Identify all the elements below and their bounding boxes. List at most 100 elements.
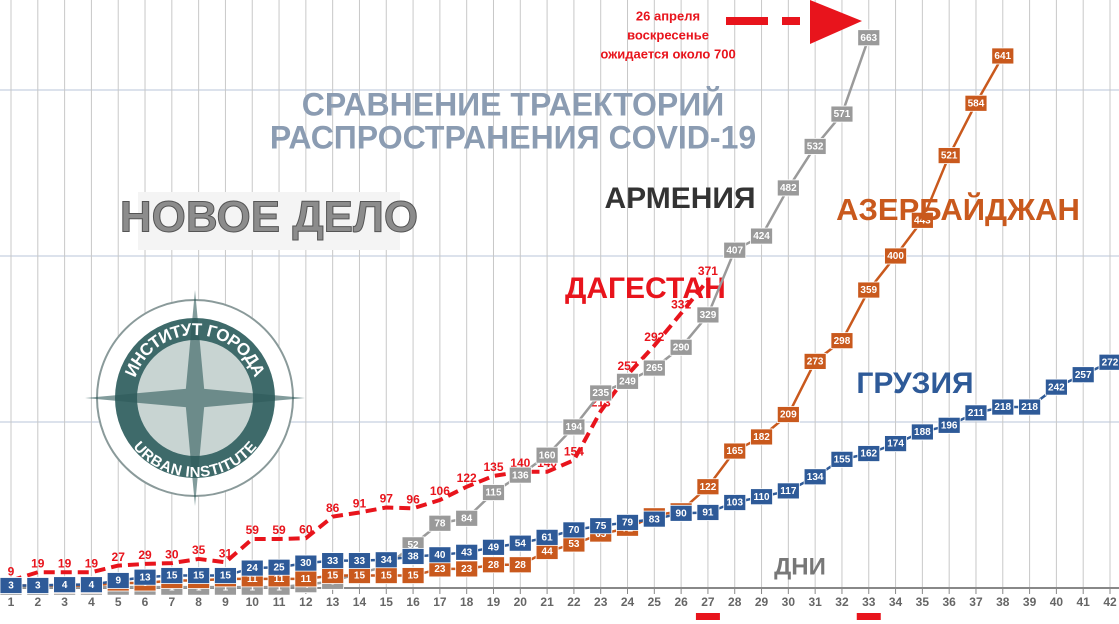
data-label: 40 [434,550,446,561]
data-label: 44 [542,547,554,558]
point-box [642,359,666,377]
x-tick-label: 24 [621,595,635,609]
point-box [53,576,77,594]
data-label: 235 [592,388,609,399]
point-box [750,488,773,506]
point-box [857,29,881,47]
data-label: 60 [299,522,313,536]
point-box [508,466,532,484]
data-label: 265 [646,363,663,374]
point-box [616,372,639,390]
data-label: 272 [1102,357,1119,368]
data-label: 209 [780,410,797,421]
annotation-line: воскресенье [627,27,709,42]
point-box [187,567,211,584]
data-label: 25 [273,562,285,573]
x-tick-label: 4 [88,595,95,609]
logo-bg [138,192,400,250]
data-label: 33 [354,556,366,567]
data-label: 61 [542,533,554,544]
point-box [133,568,157,586]
point-box [830,332,854,350]
data-label: 331 [671,297,691,311]
point-box [803,353,827,370]
data-label: 91 [353,497,367,511]
point-box [428,546,452,564]
x-tick-label: 12 [299,595,313,609]
data-label: 257 [617,359,637,373]
data-label: 27 [112,550,126,564]
x-tick-label: 37 [969,595,983,609]
data-label: 33 [327,556,339,567]
x-tick-label: 10 [246,595,260,609]
series-line [10,278,710,583]
point-box [26,577,50,594]
data-label: 9 [8,565,15,579]
data-label: 160 [539,450,556,461]
data-label: 155 [834,454,851,465]
data-label: 11 [247,574,258,585]
data-label: 35 [192,543,206,557]
point-box [401,548,425,565]
data-label: 249 [619,376,636,387]
data-label: 23 [461,564,473,575]
point-box [669,504,693,522]
x-tick-label: 28 [728,595,742,609]
data-label: 4 [62,580,68,591]
point-box [776,482,800,500]
data-label: 122 [700,482,717,493]
x-tick-label: 39 [1023,595,1037,609]
x-tick-label: 25 [648,595,662,609]
data-label: 218 [994,402,1011,413]
data-label: 11 [301,574,312,585]
point-box [776,179,800,197]
data-label: 59 [246,523,260,537]
point-box [160,567,184,584]
point-box [964,404,988,422]
data-label: 78 [434,518,446,529]
data-label: 521 [941,151,958,162]
point-box [267,558,291,576]
x-tick-label: 40 [1050,595,1064,609]
data-label: 90 [676,508,688,519]
data-label: 371 [698,264,718,278]
x-tick-label: 32 [835,595,849,609]
data-label: 19 [85,556,99,570]
x-tick-label: 13 [326,595,340,609]
series-name: ГРУЗИЯ [856,367,973,400]
data-label: 140 [510,456,530,470]
x-tick-label: 41 [1077,595,1091,609]
data-label: 584 [968,98,985,109]
data-label: 194 [566,422,583,433]
data-label: 242 [1048,382,1065,393]
series-name: АРМЕНИЯ [604,182,755,215]
data-label: 482 [780,183,797,194]
data-label: 84 [461,513,473,524]
data-label: 196 [941,420,958,431]
data-label: 43 [461,547,473,558]
point-box [696,478,720,496]
data-label: 1 [249,582,255,593]
point-box [991,398,1015,416]
data-label: 91 [702,508,714,519]
data-label: 400 [887,251,904,262]
data-label: 174 [887,439,904,450]
x-tick-label: 7 [168,595,175,609]
point-box [214,567,237,584]
series-name: АЗЕРБАЙДЖАН [836,191,1080,227]
data-label: 15 [354,571,366,582]
data-label: 65 [595,529,607,540]
x-tick-label: 6 [142,595,149,609]
x-tick-label: 11 [273,595,286,609]
point-box [508,534,532,552]
point-box [723,241,747,259]
arrow-head [810,0,862,44]
x-tick-label: 20 [514,595,528,609]
x-tick-label: 23 [594,595,608,609]
point-box [589,384,613,402]
data-label: 103 [726,498,743,509]
data-label: 135 [483,460,503,474]
point-box [616,514,639,531]
point-box [669,338,693,356]
